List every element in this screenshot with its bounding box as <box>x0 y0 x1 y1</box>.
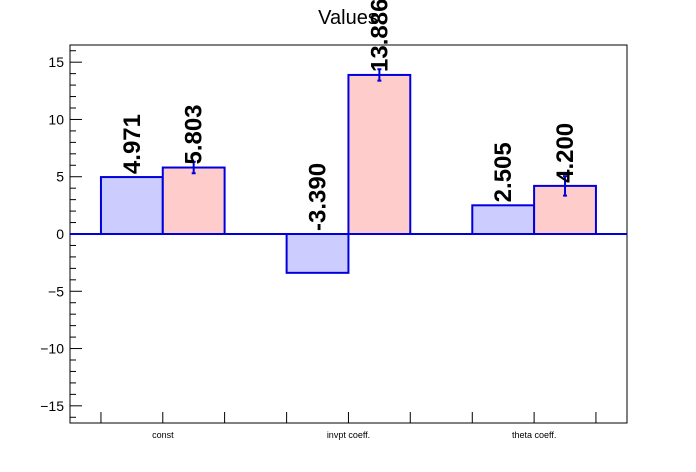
bar-series2 <box>347 73 412 235</box>
bar-series2 <box>161 166 226 235</box>
x-category-label: invpt coeff. <box>327 430 370 440</box>
y-tick-label: −15 <box>40 398 64 414</box>
data-label: 5.803 <box>181 104 208 164</box>
y-tick-label: 15 <box>48 54 64 70</box>
data-label: 13.886 <box>366 0 393 72</box>
bar-series1 <box>99 176 164 235</box>
bar-series1 <box>285 233 350 274</box>
bar-series1 <box>471 204 536 236</box>
y-tick-label: −10 <box>40 341 64 357</box>
data-label: 4.971 <box>119 114 146 174</box>
data-label: 2.505 <box>490 142 517 202</box>
chart-title: Values <box>318 7 378 29</box>
data-label: -3.390 <box>305 163 332 231</box>
data-label: 4.200 <box>552 123 579 183</box>
x-category-label: const <box>152 430 174 440</box>
x-category-label: theta coeff. <box>512 430 556 440</box>
y-tick-label: 0 <box>56 226 64 242</box>
y-tick-label: 10 <box>48 111 64 127</box>
y-tick-label: 5 <box>56 169 64 185</box>
plot-area: −15 −10 −5 0 5 10 15 4.971 5.803 const -3.390 13.88… <box>40 0 628 440</box>
y-tick-label: −5 <box>48 283 64 299</box>
